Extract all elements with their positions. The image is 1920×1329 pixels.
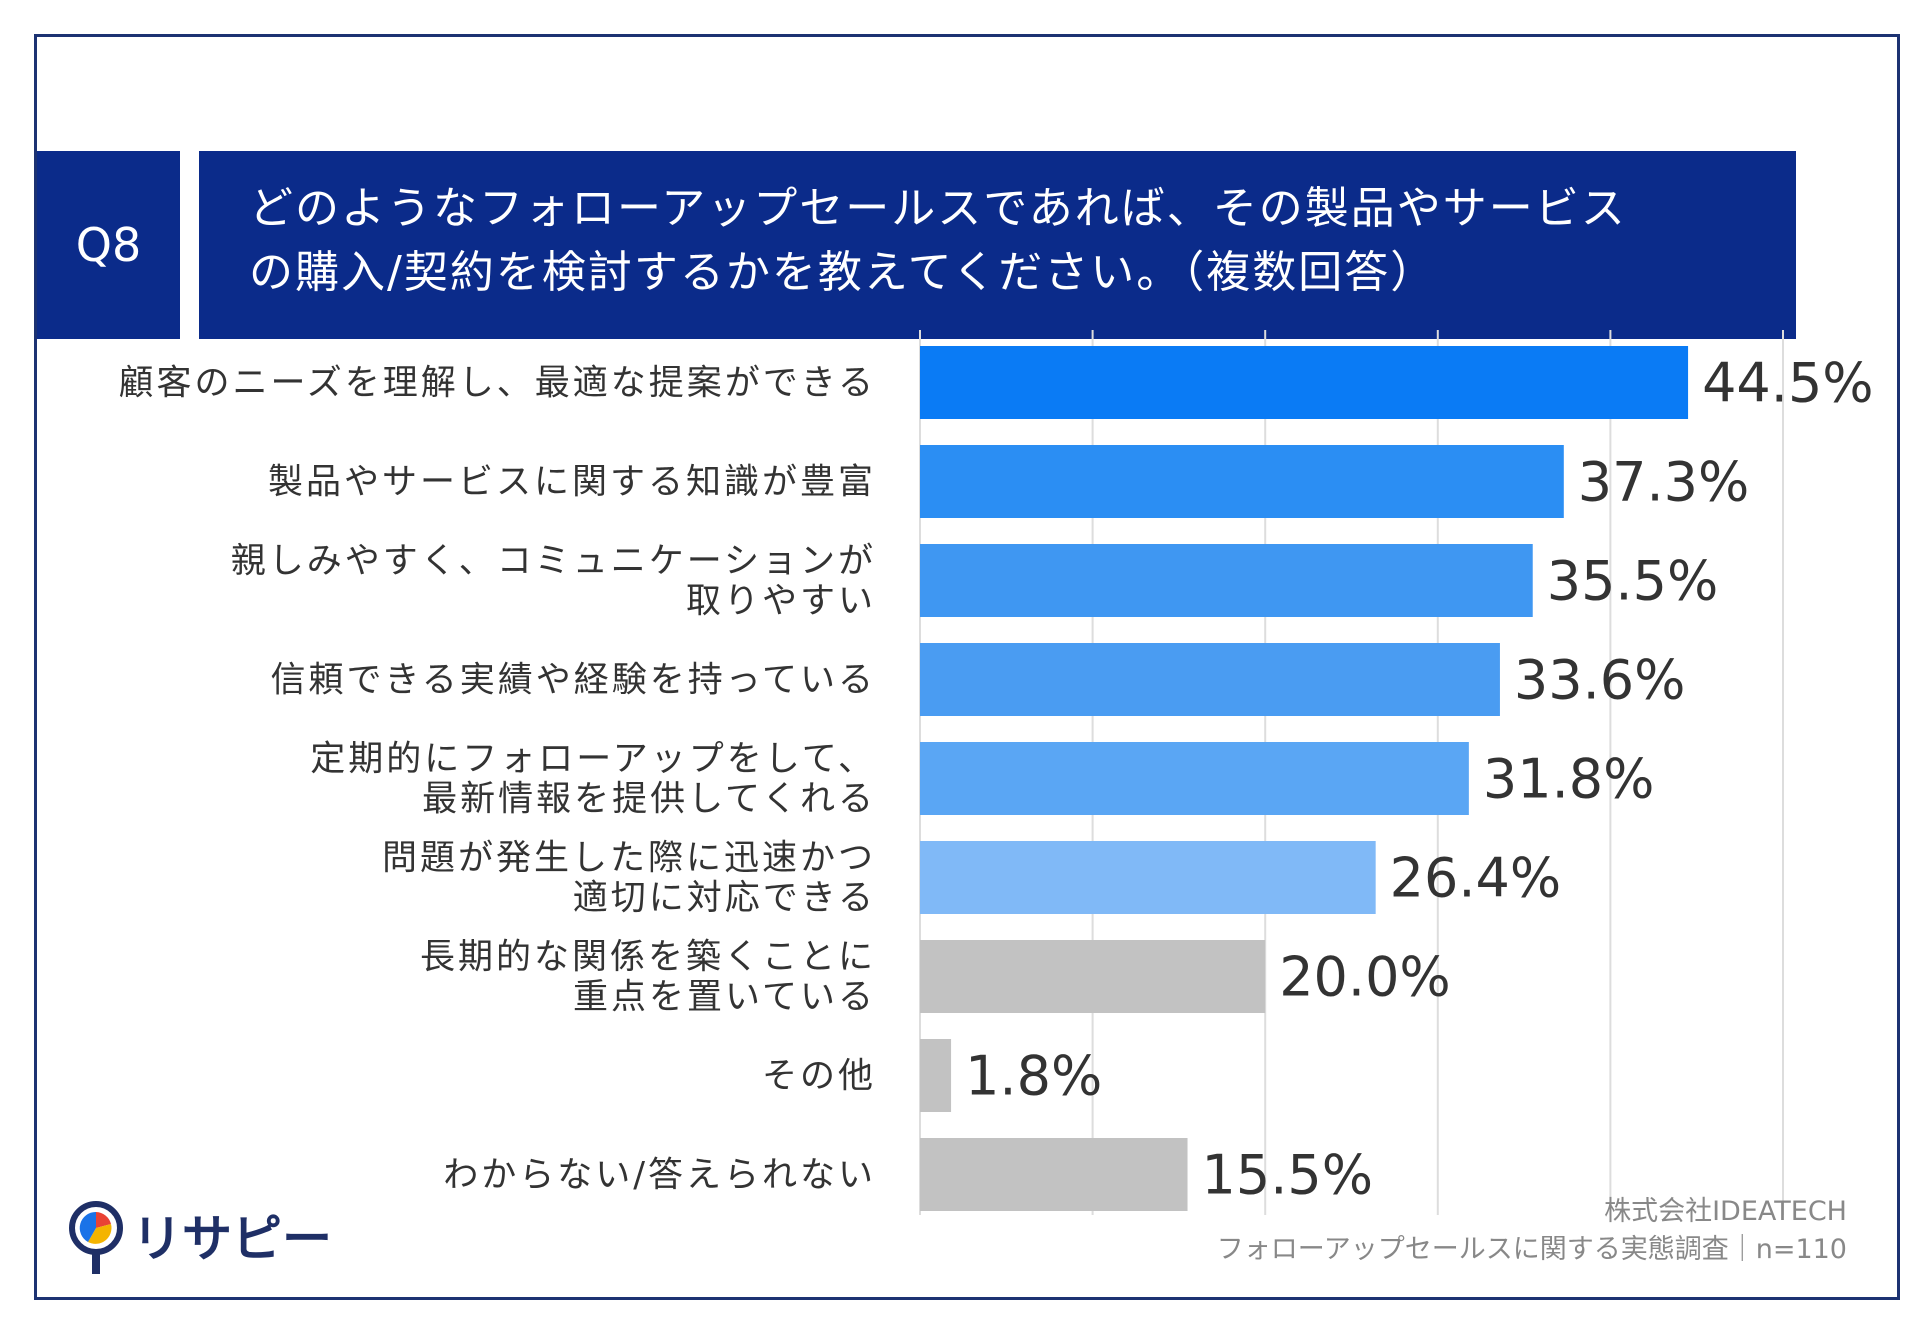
value-label: 31.8% bbox=[1483, 748, 1655, 811]
value-label: 20.0% bbox=[1279, 946, 1451, 1009]
logo-pin-icon bbox=[69, 1201, 123, 1274]
category-label: 親しみやすく、コミュニケーションが bbox=[231, 542, 876, 582]
category-labels: 顧客のニーズを理解し、最適な提案ができる製品やサービスに関する知識が豊富親しみや… bbox=[118, 364, 876, 1196]
category-label: 製品やサービスに関する知識が豊富 bbox=[268, 463, 876, 503]
chart-frame: Q8 どのようなフォローアップセールスであれば、その製品やサービス の購入/契約… bbox=[34, 34, 1900, 1300]
value-label: 44.5% bbox=[1702, 352, 1874, 415]
bar bbox=[920, 346, 1689, 419]
category-label: 定期的にフォローアップをして、 bbox=[310, 740, 876, 780]
bars bbox=[920, 346, 1689, 1211]
brand-logo: リサピー bbox=[69, 1201, 332, 1274]
value-label: 35.5% bbox=[1547, 550, 1719, 613]
bar bbox=[920, 841, 1376, 914]
category-label: 長期的な関係を築くことに bbox=[420, 938, 876, 978]
category-label: 顧客のニーズを理解し、最適な提案ができる bbox=[118, 364, 876, 404]
value-labels: 44.5% 37.3% 35.5% 33.6% 31.8% 26.4% 20.0% 1.8% 1… bbox=[965, 352, 1874, 1207]
source-company: 株式会社IDEATECH bbox=[1604, 1196, 1847, 1227]
category-label: 重点を置いている bbox=[573, 978, 876, 1018]
question-title-line-1: どのようなフォローアップセールスであれば、その製品やサービス bbox=[249, 183, 1627, 234]
bar bbox=[920, 643, 1500, 716]
value-label: 15.5% bbox=[1202, 1144, 1374, 1207]
question-title-line-2: の購入/契約を検討するかを教えてください。（複数回答） bbox=[249, 247, 1437, 298]
bar bbox=[920, 544, 1533, 617]
bar bbox=[920, 1039, 952, 1112]
bar bbox=[920, 1138, 1188, 1211]
category-label: その他 bbox=[762, 1057, 876, 1097]
category-label: 最新情報を提供してくれる bbox=[422, 780, 876, 820]
question-number-badge: Q8 bbox=[37, 151, 180, 339]
bar bbox=[920, 742, 1469, 815]
value-label: 37.3% bbox=[1578, 451, 1750, 514]
category-label: 取りやすい bbox=[686, 582, 876, 622]
bar bbox=[920, 940, 1266, 1013]
source-survey: フォローアップセールスに関する実態調査｜n=110 bbox=[1217, 1234, 1847, 1265]
value-label: 33.6% bbox=[1514, 649, 1686, 712]
value-label: 26.4% bbox=[1390, 847, 1562, 910]
logo-text: リサピー bbox=[132, 1210, 332, 1268]
category-label: わからない/答えられない bbox=[443, 1156, 876, 1196]
bar bbox=[920, 445, 1564, 518]
question-title-box: どのようなフォローアップセールスであれば、その製品やサービス の購入/契約を検討… bbox=[199, 151, 1796, 339]
value-label: 1.8% bbox=[965, 1045, 1102, 1108]
category-label: 信頼できる実績や経験を持っている bbox=[270, 661, 876, 701]
category-label: 問題が発生した際に迅速かつ bbox=[382, 839, 876, 879]
category-label: 適切に対応できる bbox=[573, 879, 876, 919]
